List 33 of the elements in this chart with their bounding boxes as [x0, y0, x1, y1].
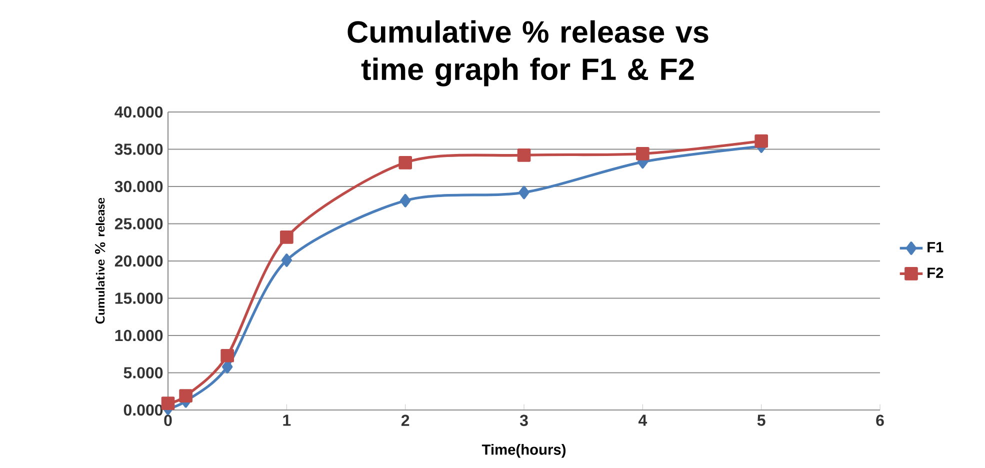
y-tick-label: 40.000 [114, 106, 163, 118]
x-tick-label: 5 [757, 414, 766, 426]
y-tick-label: 5.000 [124, 367, 163, 378]
chart-title: Cumulative % release vs time graph for F1 & F2 [348, 20, 708, 86]
point [517, 148, 531, 162]
y-tick-label: 25.000 [114, 218, 163, 230]
point [280, 230, 294, 244]
point [220, 348, 234, 362]
point [518, 186, 530, 200]
x-tick-label: 2 [401, 414, 410, 426]
point [222, 360, 233, 374]
x-tick-label: 3 [520, 414, 528, 426]
point [398, 156, 412, 170]
x-tick-label: 0 [164, 414, 172, 426]
y-axis-title: Cumulative % release [94, 198, 106, 324]
y-tick-label: 35.000 [114, 144, 163, 155]
point [754, 134, 768, 148]
x-axis-title: Time(hours) [482, 444, 566, 458]
point [161, 396, 175, 410]
x-tick-label: 6 [876, 414, 884, 426]
y-tick-label: 10.000 [115, 330, 163, 342]
y-tick-label: 20.000 [114, 255, 163, 267]
legend-label: F1 [928, 242, 944, 252]
y-tick-label: 15.000 [115, 292, 163, 304]
x-tick-label: 1 [283, 414, 291, 426]
y-tick-label: 30.000 [114, 180, 163, 192]
point [636, 147, 650, 160]
point [400, 194, 411, 208]
x-tick-label: 4 [638, 414, 648, 426]
point [179, 389, 192, 403]
point [281, 254, 292, 267]
legend-label: F2 [928, 268, 944, 278]
y-tick-label: 0.000 [124, 404, 163, 416]
